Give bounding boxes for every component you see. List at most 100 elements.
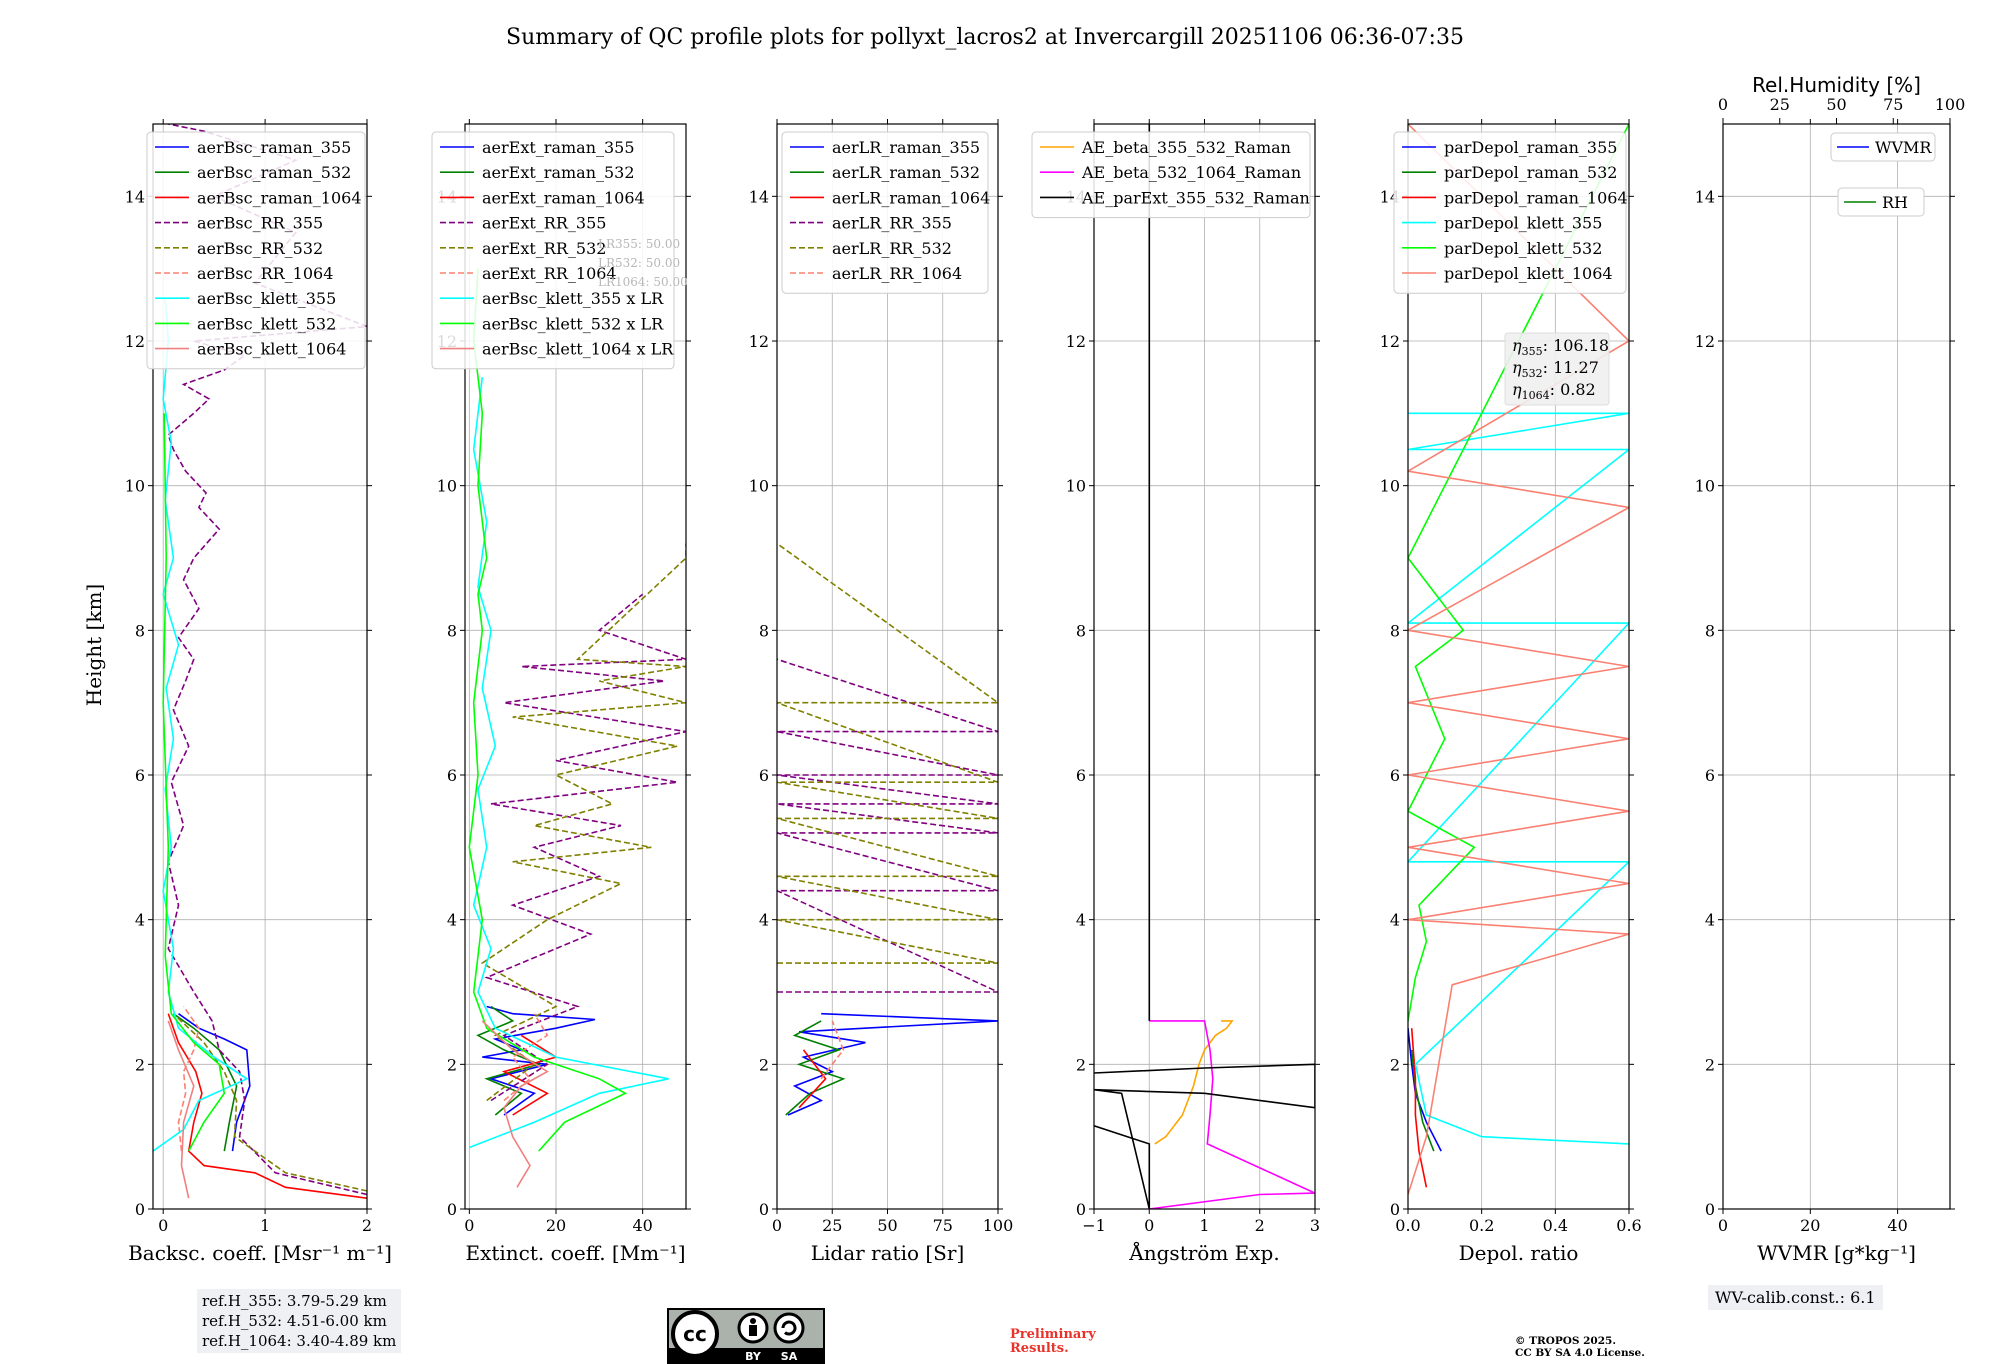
ref-height-355: ref.H_355: 3.79-5.29 km (202, 1292, 387, 1310)
y-tick-label: 12 (1695, 332, 1715, 351)
y-tick-label: 10 (437, 477, 457, 496)
y-tick-label: 12 (1066, 332, 1086, 351)
legend-label: parDepol_klett_532 (1444, 239, 1602, 258)
grid-angstrom (1093, 124, 1316, 1210)
legend-label: aerBsc_raman_355 (197, 138, 351, 157)
lr-label: LR355: 50.00 (598, 237, 680, 251)
lr-label: LR532: 50.00 (598, 256, 680, 270)
top-x-tick-label: 25 (1770, 95, 1790, 114)
y-tick-label: 10 (1066, 477, 1086, 496)
legend-label: parDepol_raman_355 (1444, 138, 1617, 157)
y-tick-label: 8 (1076, 621, 1086, 640)
legend-label: aerBsc_RR_355 (197, 214, 323, 233)
ref-height-1064: ref.H_1064: 3.40-4.89 km (202, 1332, 397, 1350)
series-AE-beta-355-532-Raman (1154, 1020, 1234, 1145)
y-tick-label: 0 (1705, 1200, 1715, 1219)
axes-frame-extinction (464, 123, 687, 1210)
series-group-angstrom (1094, 124, 1315, 1209)
legend-label: RH (1882, 193, 1908, 212)
legend-label: aerExt_raman_1064 (482, 188, 645, 207)
series-AE-parExt-355-532-Raman (1094, 1063, 1315, 1209)
x-tick-label: 0 (158, 1216, 168, 1235)
lr-label: LR1064: 50.00 (598, 275, 688, 289)
legend-label: aerBsc_klett_355 (197, 289, 336, 308)
x-tick-label: 1 (260, 1216, 270, 1235)
y-tick-label: 4 (447, 911, 457, 930)
legend-box (1393, 131, 1627, 294)
axes-frame-water_vapor (1722, 123, 1951, 1210)
x-tick-label: 0 (1718, 1216, 1728, 1235)
top-x-tick-label: 0 (1718, 95, 1728, 114)
top-x-tick-label: 75 (1883, 95, 1903, 114)
y-tick-label: 12 (1380, 332, 1400, 351)
lr-labels: LR355: 50.00 LR532: 50.00 LR1064: 50.00 (598, 237, 688, 289)
legend-label: aerBsc_klett_532 (197, 314, 336, 333)
copyright-note: © TROPOS 2025. CC BY SA 4.0 License. (1515, 1335, 1645, 1359)
y-tick-label: 8 (759, 621, 769, 640)
y-tick-label: 14 (749, 187, 769, 206)
y-tick-label: 8 (447, 621, 457, 640)
x-tick-label: 50 (877, 1216, 897, 1235)
legend-label: aerExt_RR_1064 (482, 264, 617, 283)
y-tick-label: 14 (1695, 187, 1715, 206)
series-aerExt-RR-532 (480, 543, 686, 1102)
series-aerBsc-klett-355-x-LR (469, 377, 669, 1149)
legend-box (1031, 131, 1311, 219)
share-alike-icon (773, 1312, 805, 1344)
series-aerLR-raman-355 (787, 1012, 998, 1116)
legend-label: aerLR_raman_532 (832, 163, 980, 182)
x-tick-label: 20 (546, 1216, 566, 1235)
legend-label: aerExt_RR_532 (482, 239, 606, 258)
legend-box (781, 131, 989, 294)
y-tick-label: 10 (1380, 477, 1400, 496)
eta-row: η532: 11.27 (1512, 358, 1599, 380)
x-tick-label: 40 (1887, 1216, 1907, 1235)
series-aerLR-raman-532 (785, 1020, 846, 1116)
series-aerExt-raman-532 (476, 1005, 542, 1116)
top-x-tick-label: 50 (1826, 95, 1846, 114)
copyright-line-2: CC BY SA 4.0 License. (1515, 1347, 1645, 1359)
y-tick-label: 2 (759, 1055, 769, 1074)
series-aerExt-raman-1064 (501, 1034, 558, 1116)
legend-label: aerLR_RR_532 (832, 239, 952, 258)
y-tick-label: 6 (759, 766, 769, 785)
eta-box (1504, 332, 1610, 406)
legend-label: aerLR_RR_1064 (832, 264, 962, 283)
y-tick-label: 4 (135, 911, 145, 930)
series-aerBsc-RR-1064 (177, 1006, 200, 1152)
x-tick-label: 3 (1310, 1216, 1320, 1235)
x-tick-label: 2 (1255, 1216, 1265, 1235)
x-tick-label: 40 (632, 1216, 652, 1235)
series-aerBsc-klett-532 (162, 413, 226, 1152)
eta-row: η1064: 0.82 (1512, 380, 1596, 402)
legend-box (146, 131, 366, 370)
x-tick-label: 0 (464, 1216, 474, 1235)
y-tick-label: 0 (1390, 1200, 1400, 1219)
legend-label: parDepol_klett_1064 (1444, 264, 1613, 283)
x-axis-label-extinction: Extinct. coeff. [Mm⁻¹] (465, 1241, 685, 1265)
x-tick-label: 0 (772, 1216, 782, 1235)
cc-by-sa-badge: cc BY SA (667, 1308, 825, 1364)
x-tick-label: 1 (1199, 1216, 1209, 1235)
wv-calibration-box: WV-calib.const.: 6.1 (1708, 1285, 1883, 1310)
legend-label: AE_parExt_355_532_Raman (1081, 188, 1310, 207)
legend-box (1837, 187, 1925, 217)
y-tick-label: 6 (1076, 766, 1086, 785)
axes-frame-depolarization (1407, 123, 1630, 1210)
y-tick-label: 2 (1076, 1055, 1086, 1074)
x-axis-label-water_vapor: WVMR [g*kg⁻¹] (1757, 1241, 1916, 1265)
copyright-line-1: © TROPOS 2025. (1515, 1335, 1617, 1347)
cc-sa-label: SA (781, 1350, 798, 1363)
legend-label: aerBsc_klett_1064 (197, 340, 346, 359)
series-aerBsc-RR-532 (172, 1013, 367, 1192)
cc-icon (671, 1310, 719, 1358)
legend-label: AE_beta_355_532_Raman (1081, 138, 1291, 157)
y-tick-label: 2 (447, 1055, 457, 1074)
y-tick-label: 0 (1076, 1200, 1086, 1219)
y-tick-label: 0 (759, 1200, 769, 1219)
legend-label: aerBsc_klett_355 x LR (482, 289, 664, 308)
legend-label: aerExt_raman_355 (482, 138, 635, 157)
legend-depolarization: parDepol_raman_355 parDepol_raman_532 parD… (1393, 131, 1628, 294)
